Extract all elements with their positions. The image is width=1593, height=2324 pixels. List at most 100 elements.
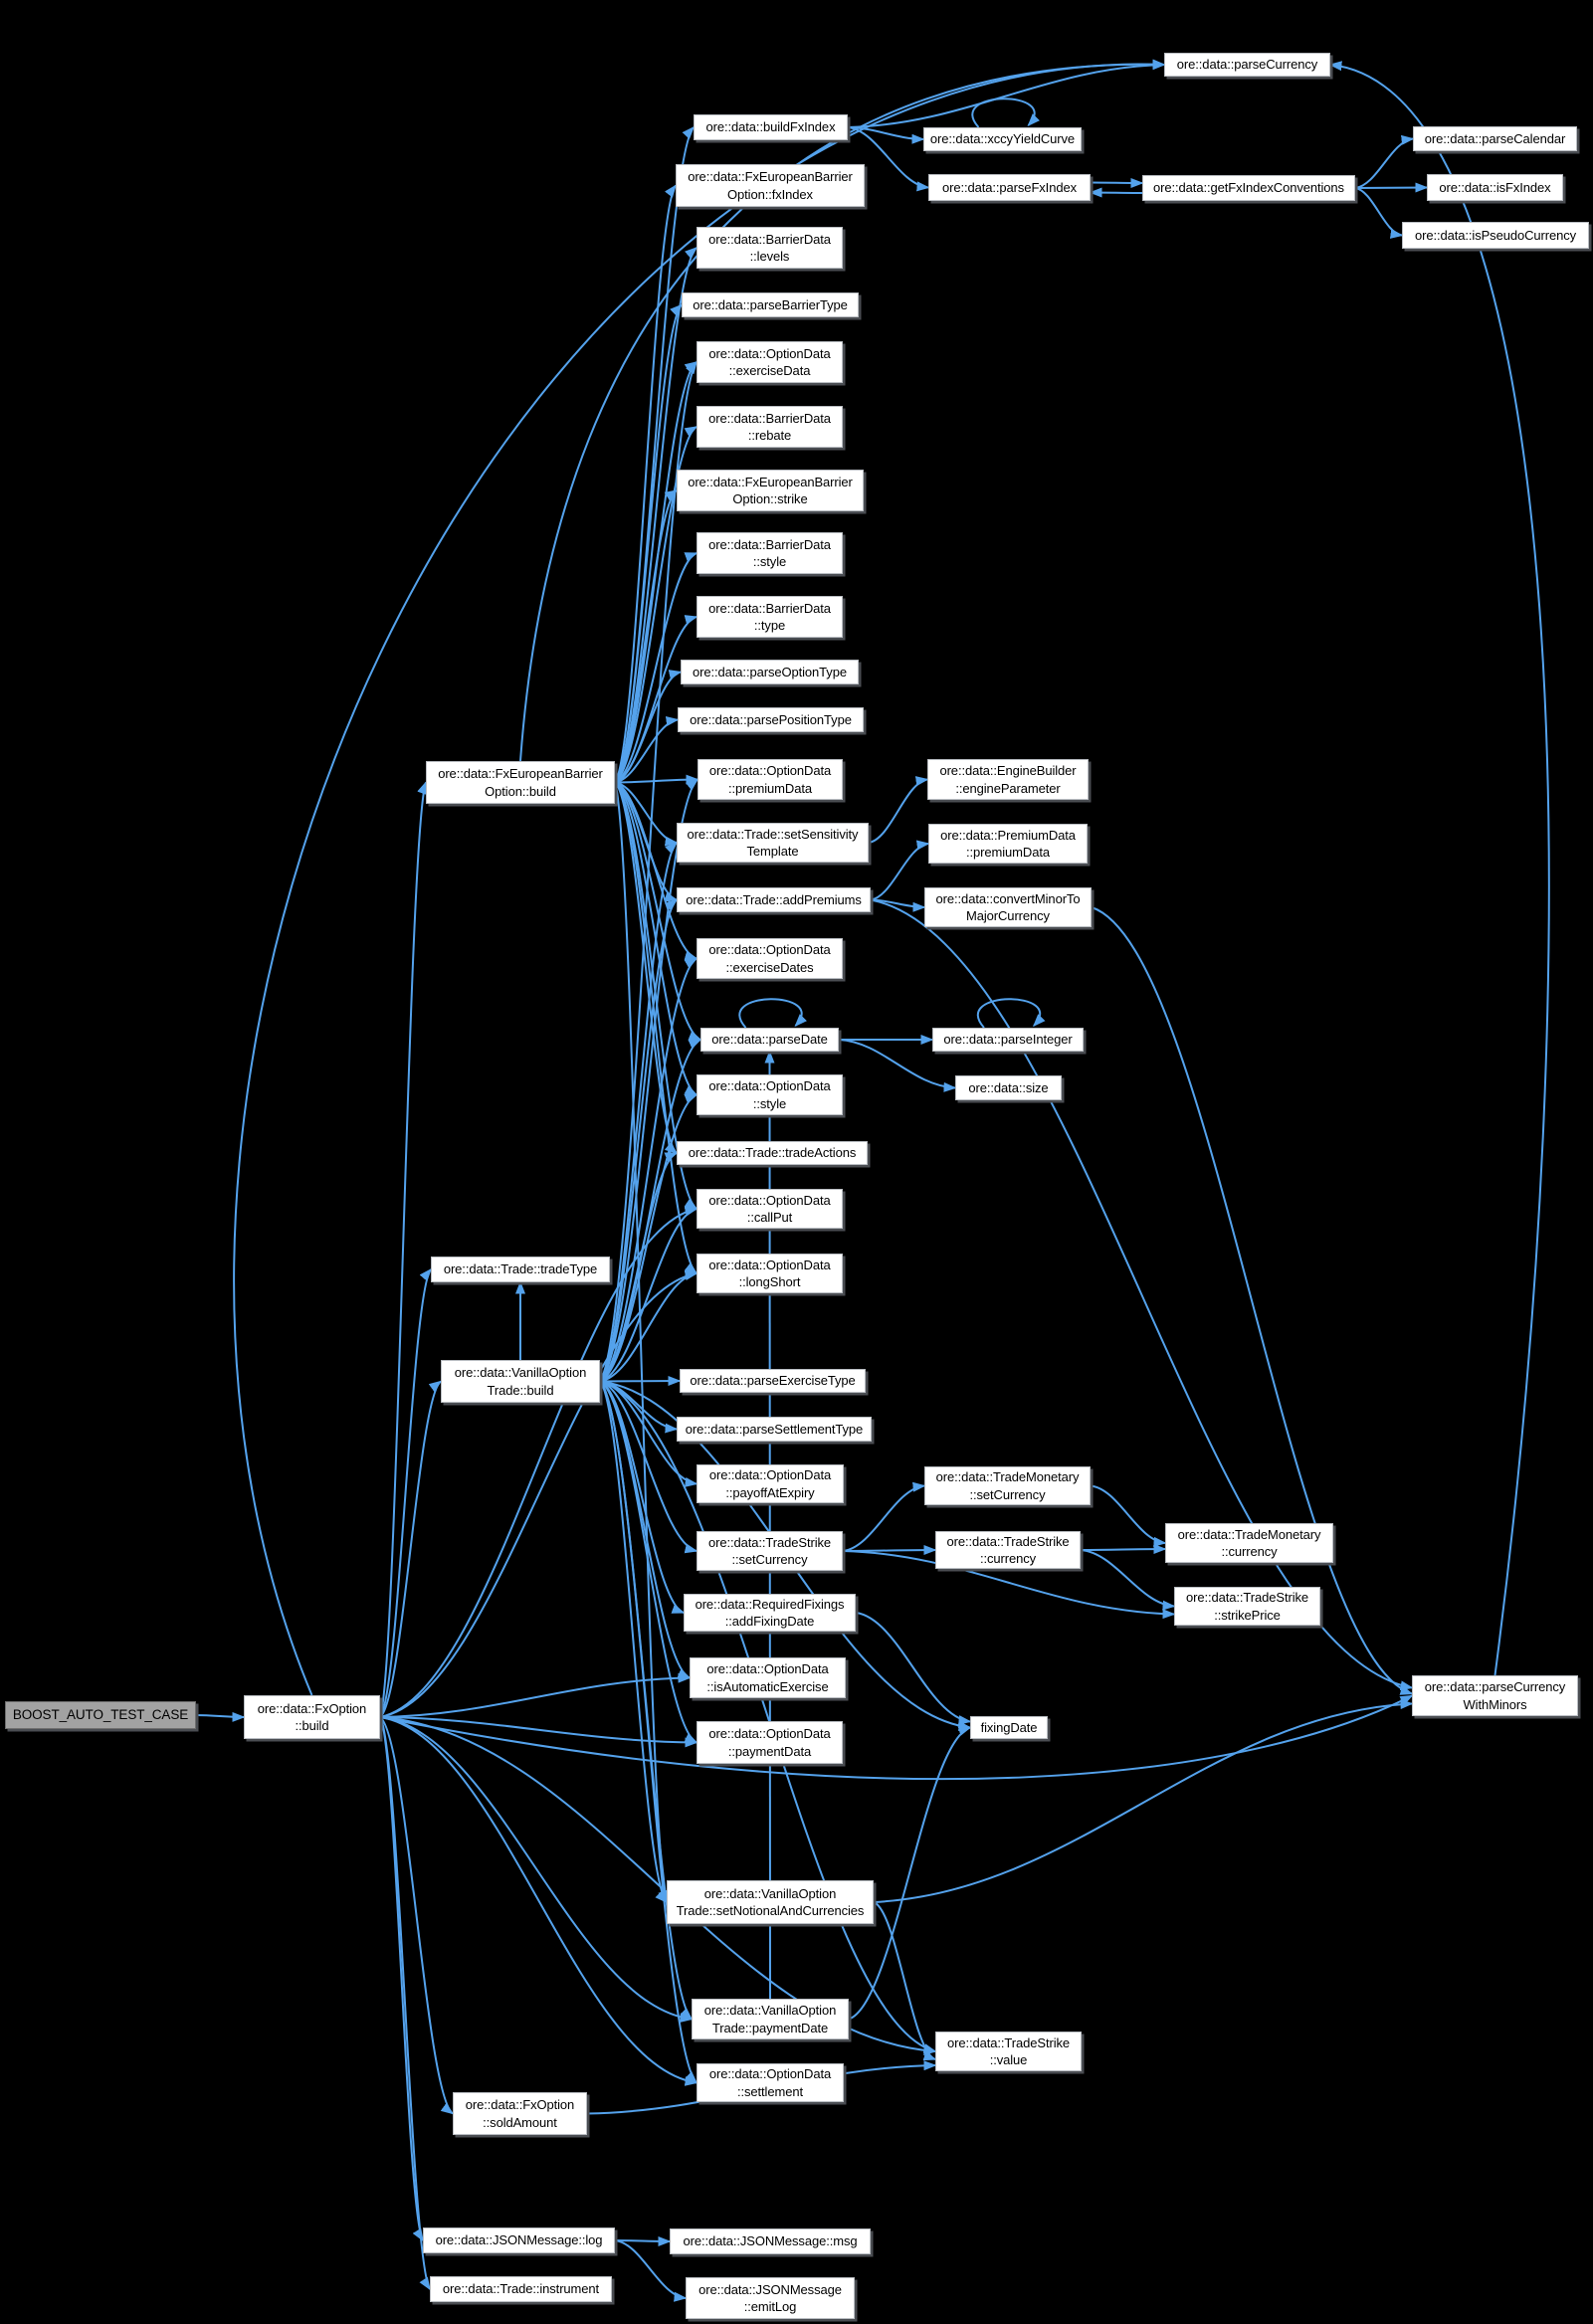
node-barrierdata_levels[interactable]: ore::data::BarrierData ::levels [697,227,843,269]
node-trade_setSensitivityTemplate[interactable]: ore::data::Trade::setSensitivity Templat… [677,823,869,863]
edge-fxoption_build-to-vot_build [379,1380,443,1718]
node-parsePositionType[interactable]: ore::data::parsePositionType [678,707,864,732]
node-size[interactable]: ore::data::size [955,1075,1062,1100]
edge-fxoption_build-to-optiondata_isAutomaticExercise [379,1672,692,1718]
node-boost: BOOST_AUTO_TEST_CASE [5,1701,196,1729]
node-premiumdata_premiumData[interactable]: ore::data::PremiumData ::premiumData [928,824,1088,864]
node-fxoption_build[interactable]: ore::data::FxOption ::build [244,1695,380,1739]
node-parseFxIndex[interactable]: ore::data::parseFxIndex [928,174,1091,201]
node-parseCalendar[interactable]: ore::data::parseCalendar [1413,126,1577,151]
node-convertMinorToMajorCurrency[interactable]: ore::data::convertMinorTo MajorCurrency [924,887,1092,927]
node-tradestrike_value[interactable]: ore::data::TradeStrike ::value [935,2032,1082,2071]
node-trade_instrument[interactable]: ore::data::Trade::instrument [430,2276,612,2302]
edge-febo_build-to-barrierdata_style [614,552,698,784]
edge-vot_build-to-optiondata_paymentData [599,1380,698,1744]
node-febo_strike[interactable]: ore::data::FxEuropeanBarrier Option::str… [677,470,864,511]
node-optiondata_isAutomaticExercise[interactable]: ore::data::OptionData ::isAutomaticExerc… [690,1657,846,1698]
node-buildFxIndex[interactable]: ore::data::buildFxIndex [694,114,848,140]
edge-getFxIndexConventions-to-parseFxIndex [1089,187,1143,198]
node-barrierdata_rebate[interactable]: ore::data::BarrierData ::rebate [697,406,843,448]
node-barrierdata_style[interactable]: ore::data::BarrierData ::style [697,532,843,574]
edge-vot_build-to-tradestrike_value [599,1380,937,2053]
node-febo_build[interactable]: ore::data::FxEuropeanBarrier Option::bui… [426,761,615,804]
edge-xccyYieldCurve-to-xccyYieldCurve [971,97,1041,128]
node-requiredfixings_addFixingDate[interactable]: ore::data::RequiredFixings ::addFixingDa… [684,1594,856,1632]
node-vot_setNotionalAndCurrencies[interactable]: ore::data::VanillaOption Trade::setNotio… [667,1880,874,1924]
edge-vot_setNotionalAndCurrencies-to-parseCurrencyWithMinors [873,1699,1414,1903]
node-parseSettlementType[interactable]: ore::data::parseSettlementType [677,1417,872,1442]
edge-febo_build-to-parseBarrierType [614,303,684,784]
node-parseDate[interactable]: ore::data::parseDate [700,1028,839,1052]
edge-febo_build-to-parsePositionType [614,716,680,784]
node-getFxIndexConventions[interactable]: ore::data::getFxIndexConventions [1142,175,1355,201]
node-xccyYieldCurve[interactable]: ore::data::xccyYieldCurve [923,127,1082,151]
edge-fxoption_build-to-trade_instrument [379,1716,431,2291]
node-vot_paymentDate[interactable]: ore::data::VanillaOption Trade::paymentD… [692,1999,849,2039]
node-parseExerciseType[interactable]: ore::data::parseExerciseType [680,1369,866,1393]
edge-tradestrike_currency-to-tradmonetary_currency [1080,1544,1167,1555]
edge-parseInteger-to-parseInteger [976,998,1046,1029]
edge-fxoption_build-to-vot_paymentDate [379,1716,694,2023]
node-optiondata_exerciseDates[interactable]: ore::data::OptionData ::exerciseDates [697,938,843,979]
edge-getFxIndexConventions-to-isFxIndex [1354,182,1429,193]
edge-getFxIndexConventions-to-parseCalendar [1354,134,1415,189]
node-enginebuilder_engineParameter[interactable]: ore::data::EngineBuilder ::engineParamet… [927,759,1089,800]
node-optiondata_premiumData[interactable]: ore::data::OptionData ::premiumData [697,759,843,800]
node-trade_addPremiums[interactable]: ore::data::Trade::addPremiums [677,887,871,912]
node-parseCurrencyWithMinors[interactable]: ore::data::parseCurrency WithMinors [1412,1675,1578,1716]
edge-febo_build-to-febo_strike [614,489,679,784]
edge-tradestrike_setCurrency-to-tradmonetary_setCurrency [842,1481,926,1552]
edge-fxoption_build-to-trade_tradeType [379,1267,432,1718]
node-vot_build[interactable]: ore::data::VanillaOption Trade::build [441,1360,600,1403]
edge-fxoption_build-to-optiondata_settlement [379,1716,698,2086]
node-optiondata_callPut[interactable]: ore::data::OptionData ::callPut [697,1189,843,1229]
edge-febo_build-to-optiondata_callPut [614,781,698,1210]
edge-vot_build-to-optiondata_longShort [599,1269,698,1383]
edge-fxoption_build-to-parseCurrencyWithMinors [379,1694,1414,1781]
node-optiondata_payoffAtExpiry[interactable]: ore::data::OptionData ::payoffAtExpiry [697,1464,844,1503]
edge-fxoption_build-to-optiondata_longShort [379,1270,698,1718]
edge-fxoption_build-to-tradestrike_value [379,1716,937,2056]
node-optiondata_longShort[interactable]: ore::data::OptionData ::longShort [697,1254,843,1293]
node-fxoption_soldAmount[interactable]: ore::data::FxOption ::soldAmount [453,2092,587,2135]
edge-febo_build-to-parseDate [614,781,702,1041]
node-parseInteger[interactable]: ore::data::parseInteger [932,1028,1084,1052]
edge-tradestrike_currency-to-tradestrike_strikePrice [1080,1549,1176,1611]
edge-vot_build-to-optiondata_callPut [599,1206,698,1383]
node-parseBarrierType[interactable]: ore::data::parseBarrierType [682,292,859,317]
node-jsonmessage_emitLog[interactable]: ore::data::JSONMessage ::emitLog [686,2277,855,2319]
node-parseOptionType[interactable]: ore::data::parseOptionType [681,660,859,684]
node-tradestrike_setCurrency[interactable]: ore::data::TradeStrike ::setCurrency [697,1531,843,1571]
edge-febo_build-to-optiondata_longShort [614,781,698,1274]
edge-vot_build-to-parseExerciseType [599,1376,682,1387]
node-optiondata_style[interactable]: ore::data::OptionData ::style [697,1074,843,1115]
node-isPseudoCurrency[interactable]: ore::data::isPseudoCurrency [1402,222,1589,249]
node-parseCurrency[interactable]: ore::data::parseCurrency [1164,53,1330,77]
node-isFxIndex[interactable]: ore::data::isFxIndex [1427,174,1563,201]
node-trade_tradeActions[interactable]: ore::data::Trade::tradeActions [677,1141,868,1165]
edge-febo_build-to-trade_setSensitivityTemplate [614,781,679,847]
node-jsonmessage_log[interactable]: ore::data::JSONMessage::log [423,2227,615,2253]
node-jsonmessage_msg[interactable]: ore::data::JSONMessage::msg [670,2228,871,2254]
edge-trade_setSensitivityTemplate-to-enginebuilder_engineParameter [868,776,929,844]
node-barrierdata_type[interactable]: ore::data::BarrierData ::type [697,596,843,638]
node-tradestrike_strikePrice[interactable]: ore::data::TradeStrike ::strikePrice [1174,1587,1320,1626]
node-trade_tradeType[interactable]: ore::data::Trade::tradeType [431,1257,610,1282]
node-optiondata_exerciseData[interactable]: ore::data::OptionData ::exerciseData [697,341,843,383]
node-optiondata_settlement[interactable]: ore::data::OptionData ::settlement [697,2063,844,2102]
node-febo_fxIndex[interactable]: ore::data::FxEuropeanBarrier Option::fxI… [676,164,865,207]
edge-vot_build-to-vot_setNotionalAndCurrencies [599,1380,669,1904]
edge-parseFxIndex-to-getFxIndexConventions [1090,177,1144,188]
edge-febo_build-to-barrierdata_levels [614,247,698,784]
node-optiondata_paymentData[interactable]: ore::data::OptionData ::paymentData [697,1721,843,1764]
edge-parseDate-to-size [838,1039,957,1092]
edge-boost-to-fxoption_build [195,1711,246,1722]
node-tradmonetary_setCurrency[interactable]: ore::data::TradeMonetary ::setCurrency [924,1466,1091,1505]
edge-vot_build-to-optiondata_exerciseDates [599,957,698,1383]
node-tradestrike_currency[interactable]: ore::data::TradeStrike ::currency [935,1531,1081,1569]
edge-vot_build-to-tradestrike_setCurrency [599,1380,698,1554]
node-fixingDate[interactable]: fixingDate [970,1716,1048,1739]
node-tradmonetary_currency[interactable]: ore::data::TradeMonetary ::currency [1165,1523,1333,1563]
